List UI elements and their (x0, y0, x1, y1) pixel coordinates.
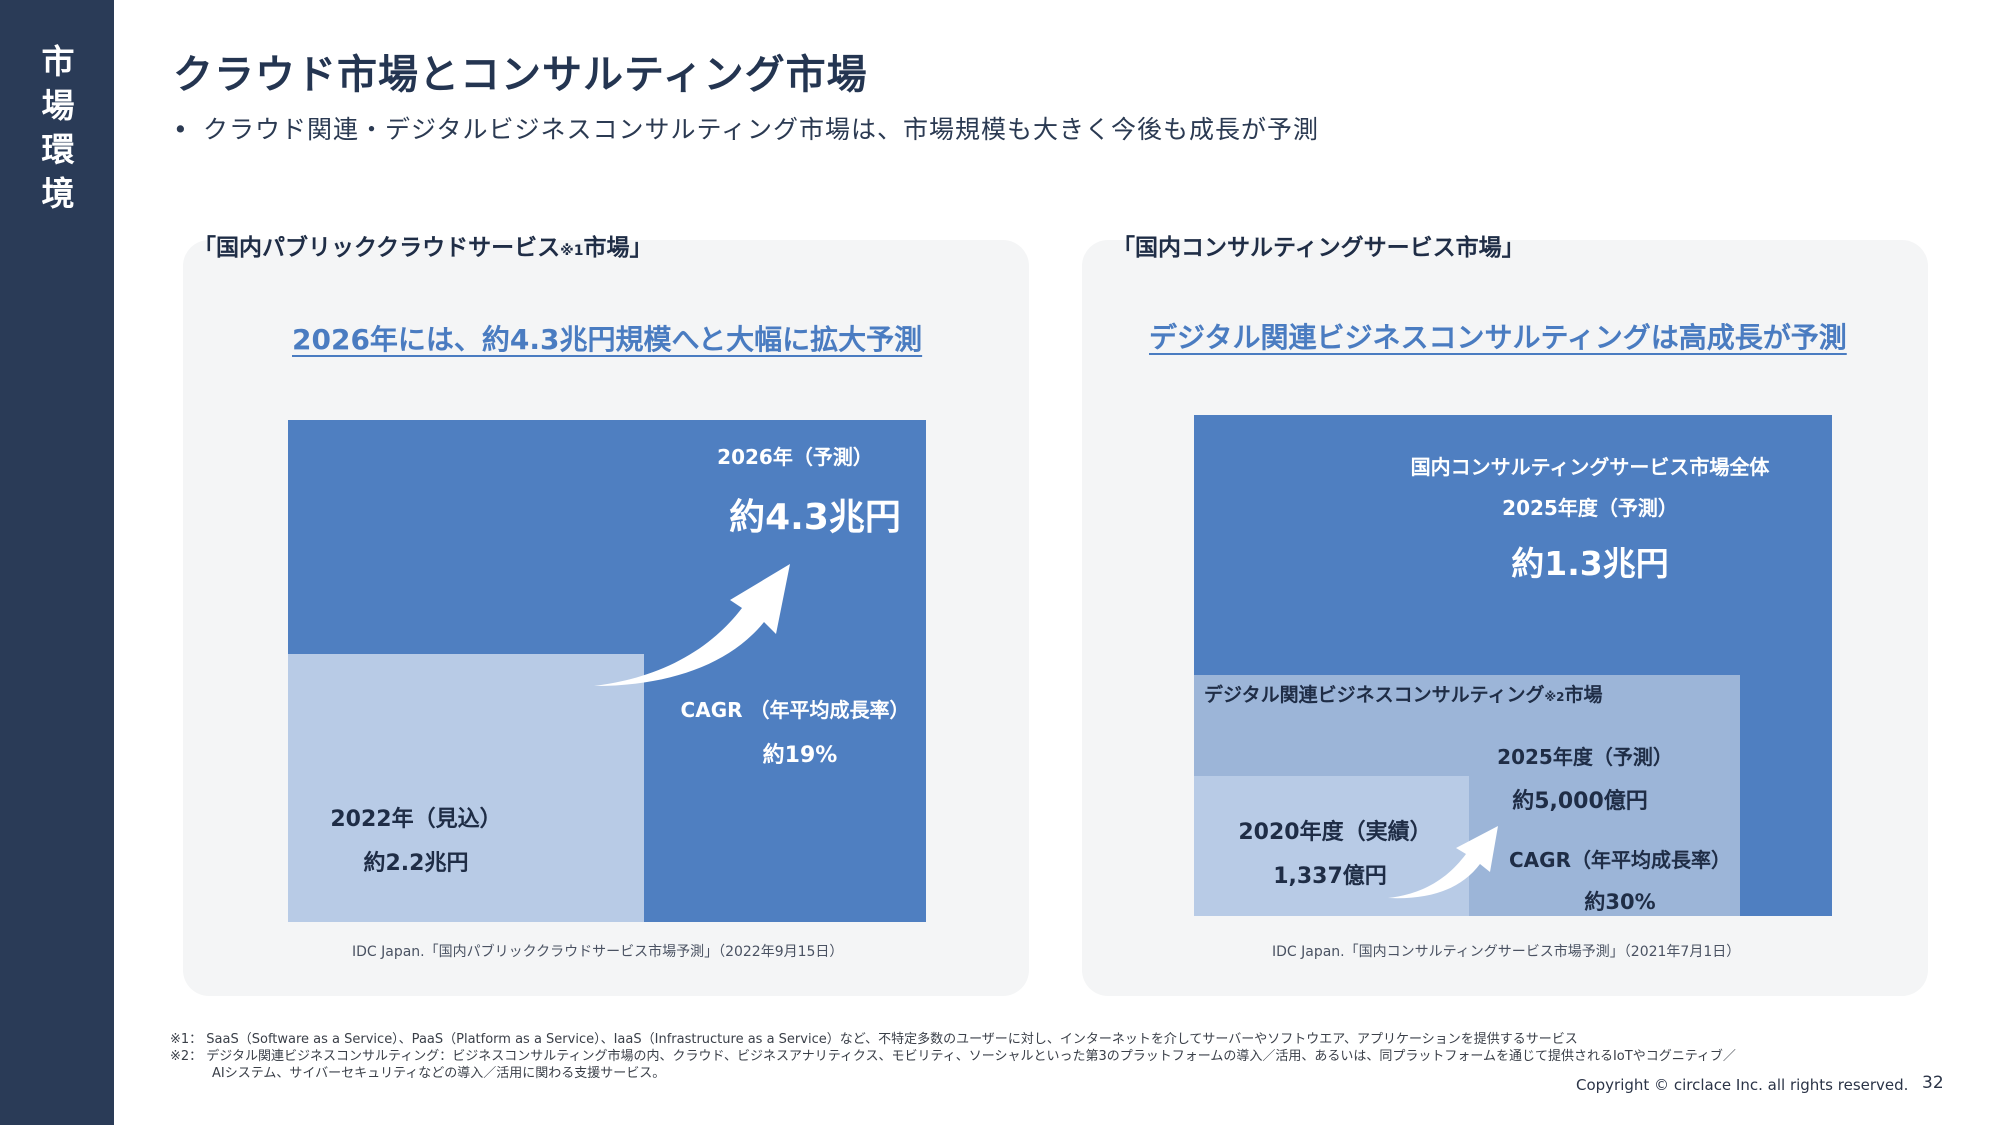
consulting-digital-year: 2025年度（予測） (1497, 745, 1673, 769)
footnote-2-line2: AIシステム、サイバーセキュリティなどの導入／活用に関わる支援サービス。 (212, 1066, 666, 1081)
footnote-1: ※1： SaaS（Software as a Service）、PaaS（Pla… (170, 1032, 1578, 1047)
cloud-forecast-value: 約4.3兆円 (729, 497, 901, 538)
summary-bullet: • クラウド関連・デジタルビジネスコンサルティング市場は、市場規模も大きく今後も成… (173, 110, 1319, 146)
consulting-digital-label: デジタル関連ビジネスコンサルティング※2市場 (1204, 684, 1603, 706)
cloud-panel-subtitle: 2026年には、約4.3兆円規模へと大幅に拡大予測 (292, 323, 923, 356)
cloud-forecast-label: 2026年（予測） (717, 445, 873, 469)
consulting-digital-value: 約5,000億円 (1512, 789, 1648, 814)
copyright: Copyright © circlace Inc. all rights res… (1576, 1076, 1909, 1094)
summary-text: クラウド関連・デジタルビジネスコンサルティング市場は、市場規模も大きく今後も成長… (203, 115, 1320, 144)
sidebar-label: 市場環境 (41, 42, 75, 213)
bullet-dot-icon: • (173, 115, 189, 144)
consulting-base-label: 2020年度（実績） (1238, 820, 1432, 845)
cloud-panel-heading: 「国内パブリッククラウドサービス※1市場」 (193, 235, 653, 261)
cloud-cagr-value: 約19% (762, 743, 838, 768)
consulting-cagr-label: CAGR（年平均成長率） (1509, 848, 1731, 872)
consulting-panel-heading: 「国内コンサルティングサービス市場」 (1112, 235, 1525, 261)
cloud-source: IDC Japan.「国内パブリッククラウドサービス市場予測」（2022年9月1… (352, 944, 844, 960)
consulting-panel-subtitle: デジタル関連ビジネスコンサルティングは高成長が予測 (1149, 321, 1847, 354)
consulting-total-value: 約1.3兆円 (1511, 544, 1669, 583)
consulting-growth-arrow-icon (1388, 826, 1498, 899)
footnote-2-line1: ※2： デジタル関連ビジネスコンサルティング：ビジネスコンサルティング市場の内、… (170, 1049, 1736, 1064)
cloud-2022-block (288, 654, 644, 922)
cloud-base-label: 2022年（見込） (330, 807, 502, 832)
cloud-base-value: 約2.2兆円 (363, 851, 469, 876)
page-title: クラウド市場とコンサルティング市場 (173, 52, 868, 98)
cloud-cagr-label: CAGR （年平均成長率） (680, 698, 910, 722)
consulting-source: IDC Japan.「国内コンサルティングサービス市場予測」（2021年7月1日… (1272, 944, 1741, 960)
consulting-total-year: 2025年度（予測） (1502, 496, 1678, 520)
consulting-base-value: 1,337億円 (1273, 864, 1387, 889)
sidebar: 市場環境 (0, 0, 114, 1125)
consulting-cagr-value: 約30% (1584, 890, 1656, 914)
consulting-total-label: 国内コンサルティングサービス市場全体 (1410, 455, 1770, 479)
page-number: 32 (1922, 1073, 1944, 1093)
cloud-growth-arrow-icon (594, 564, 790, 686)
